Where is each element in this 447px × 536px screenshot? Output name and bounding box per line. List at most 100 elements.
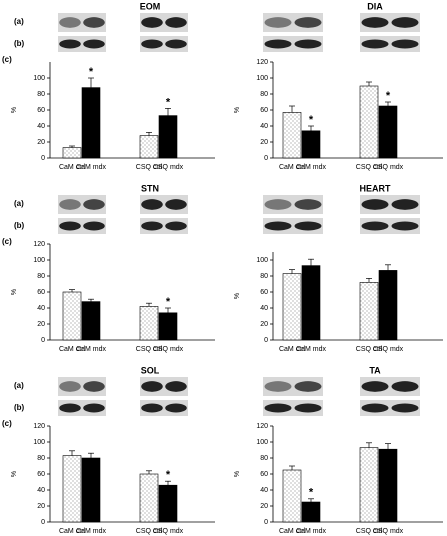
x-tick-label: CSQ ctrl: [356, 346, 383, 353]
significance-marker: *: [166, 469, 171, 481]
y-tick-label: 0: [264, 337, 268, 344]
bar: [81, 301, 101, 341]
bar: [378, 270, 398, 341]
x-tick-label: CaM mdx: [296, 346, 326, 353]
y-tick-label: 100: [33, 257, 45, 264]
y-tick-label: 60: [37, 289, 45, 296]
blot-band: [165, 39, 187, 49]
x-tick-label: CSQ mdx: [373, 346, 404, 353]
bar: [139, 306, 159, 341]
significance-marker: *: [166, 296, 171, 308]
blot-band: [141, 17, 163, 28]
bar: [62, 147, 82, 159]
blot-band: [59, 39, 81, 49]
x-tick-label: CSQ ctrl: [356, 528, 383, 535]
y-axis-label: %: [11, 471, 18, 477]
blot-band: [264, 221, 292, 231]
bar: [282, 112, 302, 159]
y-tick-label: 120: [33, 241, 45, 248]
blot-band: [165, 403, 187, 413]
y-tick-label: 20: [37, 321, 45, 328]
blot-band: [59, 221, 81, 231]
panel-title: EOM: [140, 1, 161, 11]
blot-band: [264, 381, 292, 392]
row-label: (b): [14, 39, 25, 48]
blot-band: [59, 17, 81, 28]
blot-band: [264, 199, 292, 210]
y-axis-label: %: [234, 293, 241, 299]
blot-band: [361, 17, 389, 28]
y-tick-label: 0: [41, 337, 45, 344]
y-tick-label: 40: [260, 305, 268, 312]
panel-title: SOL: [141, 365, 160, 375]
significance-marker: *: [386, 90, 391, 102]
blot-band: [141, 221, 163, 231]
y-tick-label: 20: [37, 139, 45, 146]
blot-band: [83, 17, 105, 28]
y-tick-label: 80: [260, 91, 268, 98]
y-axis-label: %: [11, 289, 18, 295]
y-tick-label: 0: [264, 519, 268, 526]
blot-band: [361, 39, 389, 49]
y-tick-label: 20: [260, 139, 268, 146]
y-tick-label: 40: [260, 487, 268, 494]
bar: [158, 312, 178, 341]
bar: [359, 85, 379, 159]
y-tick-label: 0: [264, 155, 268, 162]
blot-band: [83, 381, 105, 392]
bar: [359, 447, 379, 523]
blot-band: [294, 17, 322, 28]
x-tick-label: CSQ mdx: [373, 528, 404, 535]
x-tick-label: CSQ mdx: [153, 346, 184, 353]
blot-band: [141, 403, 163, 413]
blot-band: [294, 199, 322, 210]
blot-band: [361, 199, 389, 210]
blot-band: [83, 39, 105, 49]
blot-band: [165, 221, 187, 231]
panel-title: HEART: [360, 183, 392, 193]
y-tick-label: 80: [37, 91, 45, 98]
x-tick-label: CaM mdx: [296, 164, 326, 171]
bar: [301, 265, 321, 341]
x-tick-label: CSQ mdx: [153, 528, 184, 535]
panel-title: STN: [141, 183, 159, 193]
significance-marker: *: [166, 96, 171, 108]
y-tick-label: 60: [260, 471, 268, 478]
y-tick-label: 120: [256, 59, 268, 66]
blot-band: [361, 381, 389, 392]
bar: [158, 484, 178, 523]
significance-marker: *: [89, 66, 94, 78]
y-tick-label: 100: [33, 75, 45, 82]
bar: [282, 469, 302, 523]
y-tick-label: 80: [260, 455, 268, 462]
blot-band: [165, 381, 187, 392]
blot-band: [391, 39, 419, 49]
blot-band: [141, 199, 163, 210]
bar: [81, 457, 101, 523]
significance-marker: *: [309, 114, 314, 126]
bar: [62, 455, 82, 523]
blot-band: [83, 199, 105, 210]
blot-band: [264, 403, 292, 413]
blot-band: [59, 381, 81, 392]
blot-band: [83, 221, 105, 231]
x-tick-label: CSQ ctrl: [136, 164, 163, 171]
blot-band: [361, 403, 389, 413]
blot-band: [59, 403, 81, 413]
x-tick-label: CaM ctrl: [279, 164, 306, 171]
y-tick-label: 80: [37, 455, 45, 462]
row-label: (b): [14, 221, 25, 230]
blot-band: [294, 403, 322, 413]
bar: [301, 130, 321, 159]
x-tick-label: CSQ ctrl: [136, 346, 163, 353]
blot-band: [264, 17, 292, 28]
x-tick-label: CaM mdx: [76, 346, 106, 353]
blot-band: [141, 39, 163, 49]
row-label: (a): [14, 381, 24, 390]
row-label: (c): [2, 419, 12, 428]
blot-band: [165, 199, 187, 210]
row-label: (c): [2, 55, 12, 64]
row-label: (a): [14, 199, 24, 208]
bar: [282, 273, 302, 341]
